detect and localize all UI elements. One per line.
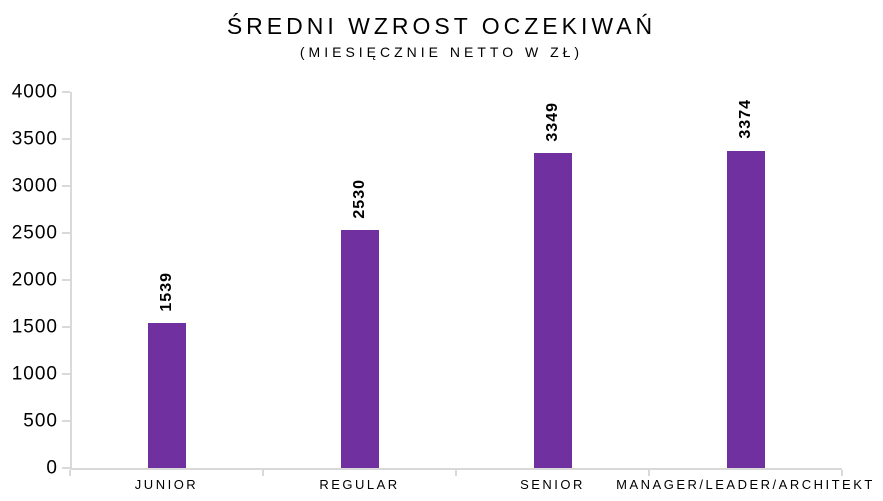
bar-junior xyxy=(147,323,186,468)
bar-value-label: 1539 xyxy=(157,271,175,312)
x-axis-category-label: REGULAR xyxy=(319,477,400,492)
y-axis-tick xyxy=(62,185,70,187)
y-axis-tick-label: 3000 xyxy=(11,175,58,197)
x-axis-line xyxy=(70,468,842,470)
y-axis-tick xyxy=(62,91,70,93)
y-axis-tick xyxy=(62,420,70,422)
x-axis-category-labels: JUNIOR REGULAR SENIOR MANAGER/LEADER/ARCHIT… xyxy=(70,477,873,497)
bar-senior xyxy=(533,153,572,468)
bar-manager-leader-architekt xyxy=(726,150,765,468)
y-axis-tick-label: 1000 xyxy=(11,363,58,385)
chart-subtitle: (MIESIĘCZNIE NETTO W ZŁ) xyxy=(299,44,584,60)
plot-area: 0 500 1000 1500 2000 2500 3000 3500 4000 1539 2530… xyxy=(12,83,843,478)
x-axis-category-label: JUNIOR xyxy=(134,477,199,492)
bar-value-label: 2530 xyxy=(350,178,368,219)
y-axis-tick-label: 2500 xyxy=(11,222,58,244)
y-axis-tick-label: 4000 xyxy=(11,81,58,103)
bar-regular xyxy=(340,230,379,468)
bar-value-label: 3349 xyxy=(543,101,561,142)
y-axis-tick xyxy=(62,467,70,469)
chart-title: ŚREDNI WZROST OCZEKIWAŃ xyxy=(226,13,657,39)
bar-value-label: 3374 xyxy=(736,99,754,139)
y-axis-tick xyxy=(62,232,70,234)
x-axis-tick xyxy=(648,470,650,476)
y-axis-line xyxy=(70,92,72,470)
y-axis-tick-label: 500 xyxy=(23,410,58,432)
x-axis-tick xyxy=(841,470,843,476)
y-axis-tick xyxy=(62,138,70,140)
y-axis-tick xyxy=(62,373,70,375)
y-axis-tick-label: 2000 xyxy=(11,269,58,291)
x-axis-tick xyxy=(262,470,264,476)
x-axis-tick xyxy=(69,470,71,476)
x-axis-tick xyxy=(455,470,457,476)
y-axis-tick xyxy=(62,279,70,281)
y-axis-tick-label: 0 xyxy=(46,457,58,479)
x-axis-category-label: SENIOR xyxy=(520,477,585,492)
y-axis-tick xyxy=(62,326,70,328)
x-axis-category-label: MANAGER/LEADER/ARCHITEKT xyxy=(616,477,875,492)
y-axis-tick-label: 1500 xyxy=(11,316,58,338)
y-axis-tick-label: 3500 xyxy=(11,128,58,150)
